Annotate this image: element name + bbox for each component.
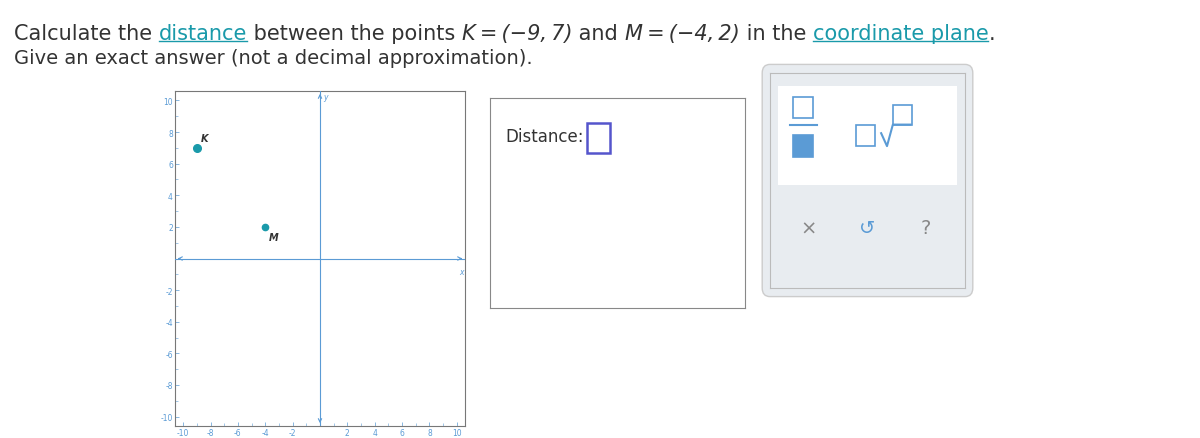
Text: in the: in the: [739, 24, 812, 44]
FancyBboxPatch shape: [587, 124, 610, 153]
Text: M: M: [269, 233, 278, 243]
Bar: [856, 125, 875, 147]
FancyBboxPatch shape: [778, 87, 958, 185]
Text: x: x: [460, 268, 463, 276]
Text: y: y: [324, 92, 328, 102]
Text: M = (−4, 2): M = (−4, 2): [625, 24, 739, 44]
Text: coordinate plane: coordinate plane: [812, 24, 989, 44]
Text: ↺: ↺: [859, 219, 876, 238]
Text: distance: distance: [158, 24, 247, 44]
Text: .: .: [989, 24, 995, 44]
Text: ×: ×: [800, 219, 817, 238]
Text: and: and: [572, 24, 625, 44]
Text: between the points: between the points: [247, 24, 462, 44]
Text: K: K: [200, 134, 208, 144]
Bar: [793, 136, 812, 158]
Bar: [793, 97, 812, 119]
Text: Calculate the: Calculate the: [14, 24, 158, 44]
Bar: [893, 106, 912, 125]
Text: Distance:: Distance:: [505, 128, 583, 146]
Text: ?: ?: [920, 219, 931, 238]
FancyBboxPatch shape: [762, 65, 973, 297]
Text: Give an exact answer (not a decimal approximation).: Give an exact answer (not a decimal appr…: [14, 49, 533, 68]
Text: K = (−9, 7): K = (−9, 7): [462, 24, 572, 44]
